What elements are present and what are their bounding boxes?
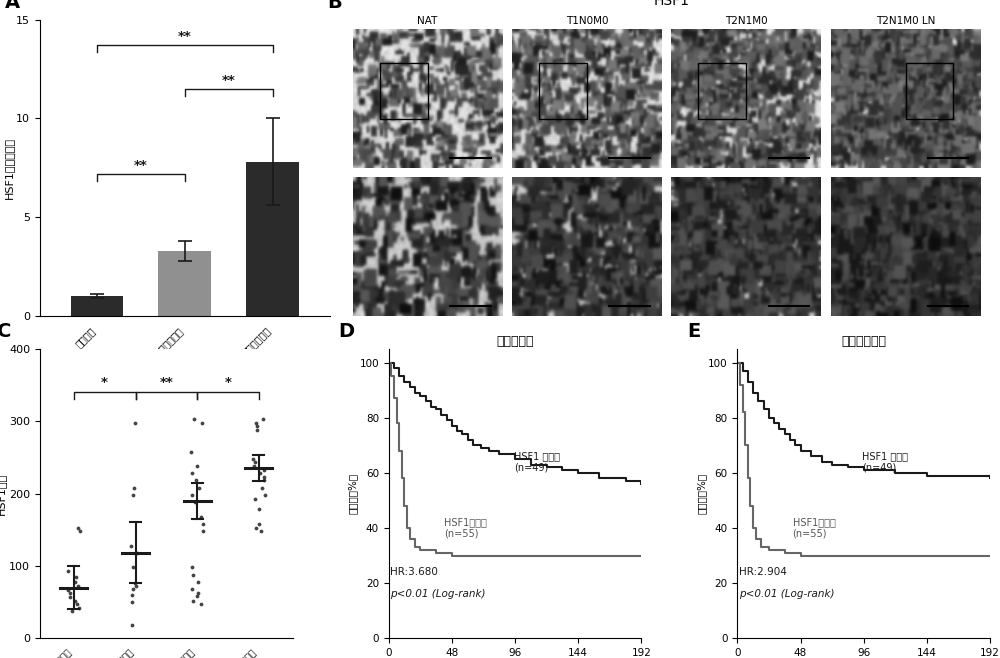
Title: 无疾病生存率: 无疾病生存率 (841, 334, 886, 347)
Text: T1N0M0: T1N0M0 (566, 16, 608, 26)
Text: D: D (338, 322, 354, 341)
Text: **: ** (178, 30, 192, 43)
Text: T2N1M0: T2N1M0 (725, 16, 768, 26)
Text: **: ** (222, 74, 236, 87)
Bar (246, 162, 299, 316)
Y-axis label: HSF1表达: HSF1表达 (0, 472, 6, 515)
Text: T2N1M0 LN: T2N1M0 LN (876, 16, 935, 26)
Bar (71, 296, 123, 316)
Text: HSF1 低表达
(n=49): HSF1 低表达 (n=49) (514, 451, 560, 472)
Text: *: * (101, 376, 108, 390)
Bar (158, 251, 211, 316)
Text: HR:3.680: HR:3.680 (390, 567, 438, 577)
Text: p<0.01 (Log-rank): p<0.01 (Log-rank) (390, 589, 485, 599)
Y-axis label: 生存率（%）: 生存率（%） (348, 473, 358, 514)
Text: HR:2.904: HR:2.904 (739, 567, 787, 577)
Text: **: ** (134, 159, 148, 172)
Text: E: E (687, 322, 700, 341)
Text: NAT: NAT (417, 16, 438, 26)
Text: **: ** (159, 376, 173, 390)
Text: A: A (5, 0, 20, 12)
Y-axis label: 生存率（%）: 生存率（%） (697, 473, 707, 514)
Text: B: B (327, 0, 342, 12)
Text: HSF1高表达
(n=55): HSF1高表达 (n=55) (444, 517, 487, 538)
Title: 总体生存率: 总体生存率 (496, 334, 534, 347)
Y-axis label: HSF1相对表达值: HSF1相对表达值 (3, 137, 14, 199)
Text: p<0.01 (Log-rank): p<0.01 (Log-rank) (739, 589, 834, 599)
Text: HSF1 低表达
(n=49): HSF1 低表达 (n=49) (862, 451, 908, 472)
Text: HSF1高表达
(n=55): HSF1高表达 (n=55) (793, 517, 835, 538)
Text: HSF1: HSF1 (653, 0, 689, 8)
Text: C: C (0, 322, 11, 341)
Text: *: * (225, 376, 231, 390)
